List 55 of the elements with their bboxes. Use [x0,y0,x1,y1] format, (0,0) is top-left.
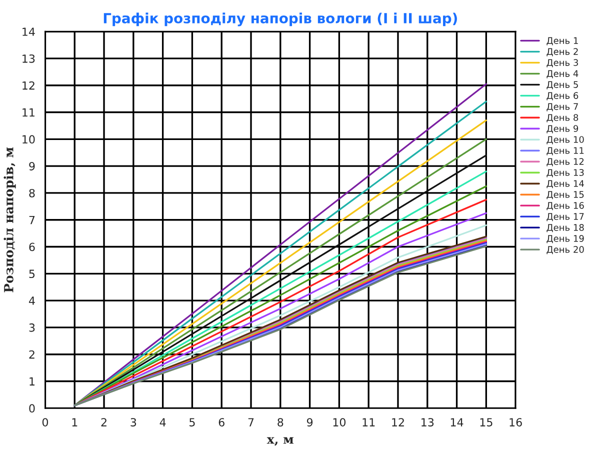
x-tick-label: 13 [422,418,434,426]
x-tick-label: 8 [278,418,284,426]
legend-label: День 14 [546,180,584,188]
y-tick-label: 3 [29,323,35,332]
x-tick-label: 5 [190,418,195,426]
chart-title: Графік розподілу напорів вологи (I і II шар) [104,12,457,26]
y-tick-label: 0 [29,404,35,413]
x-tick-label: 9 [306,418,313,426]
x-tick-label: 14 [450,418,464,426]
legend-label: День 16 [546,202,584,210]
legend-label: День 9 [546,125,578,134]
y-tick-label: 8 [29,188,35,198]
x-tick-label: 1 [72,418,78,426]
y-tick-label: 5 [29,270,35,278]
x-tick-label: 15 [480,418,492,426]
legend-label: День 11 [546,147,584,156]
x-tick-label: 16 [510,418,522,426]
x-tick-label: 12 [392,418,404,426]
legend-label: День 17 [546,213,584,222]
legend-label: День 12 [546,158,584,166]
y-tick-label: 2 [29,350,34,359]
legend-label: День 6 [546,92,578,100]
y-tick-label: 12 [22,81,34,90]
legend-label: День 10 [546,136,584,144]
legend-label: День 2 [546,48,578,56]
legend-label: День 19 [546,235,584,244]
x-tick-label: 4 [160,418,166,426]
y-tick-label: 10 [22,135,35,144]
legend-label: День 20 [546,246,584,254]
x-tick-label: 7 [248,418,254,426]
y-tick-label: 1 [30,377,34,386]
legend-label: День 13 [546,169,584,178]
y-tick-label: 9 [29,162,35,170]
x-tick-label: 10 [333,418,346,426]
y-tick-label: 11 [22,108,34,116]
legend-label: День 1 [546,37,578,46]
x-tick-label: 3 [130,418,136,426]
y-tick-label: 7 [29,216,35,224]
legend-label: День 8 [546,114,578,122]
x-axis-title: x, м [266,437,294,446]
legend-label: День 4 [546,70,578,78]
y-tick-label: 13 [22,54,35,63]
legend-label: День 15 [546,191,584,200]
y-tick-label: 6 [29,242,35,252]
x-tick-label: 0 [42,418,48,426]
y-tick-label: 14 [22,28,35,36]
x-tick-label: 11 [362,418,375,426]
x-tick-label: 2 [101,418,106,426]
x-tick-label: 6 [218,418,224,426]
legend-label: День 18 [546,224,584,232]
y-axis-title: Розподіл напорів, м [4,147,16,292]
legend-label: День 7 [546,103,578,112]
y-tick-label: 4 [28,296,35,305]
legend-label: День 5 [546,81,578,90]
legend-label: День 3 [546,59,578,68]
